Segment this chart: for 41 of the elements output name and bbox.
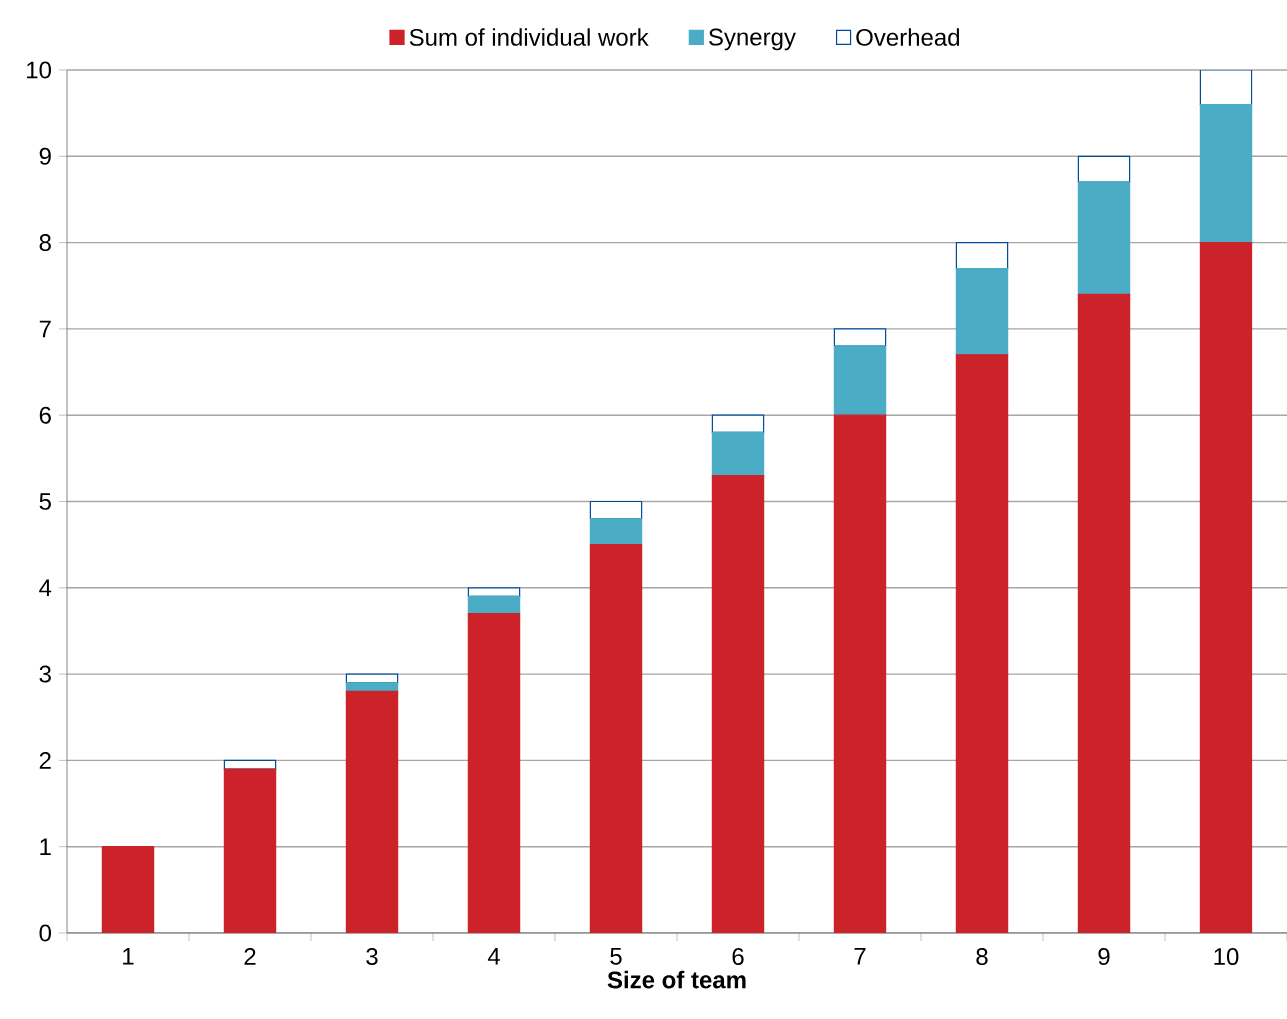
- bar: [833, 345, 887, 416]
- bar: [467, 587, 521, 598]
- y-tick-label: 2: [39, 752, 51, 769]
- bar: [467, 595, 521, 615]
- bar: [1077, 181, 1131, 295]
- y-tick-label: 8: [39, 234, 51, 252]
- x-tick-label: 5: [610, 948, 622, 965]
- x-tick-label: 1: [123, 948, 134, 965]
- y-tick-label: 6: [39, 406, 51, 424]
- bar: [345, 673, 399, 684]
- x-tick-label: 3: [366, 948, 378, 966]
- y-tick-label: 4: [39, 579, 52, 597]
- bar: [955, 267, 1009, 356]
- legend-label: Sum of individual work: [409, 28, 649, 46]
- x-tick-label: 4: [487, 948, 500, 965]
- bar: [1199, 70, 1253, 106]
- x-tick-label: 6: [732, 948, 744, 966]
- legend-label: Synergy: [709, 28, 796, 51]
- legend-label: Overhead: [856, 28, 960, 46]
- x-tick-label: 7: [854, 948, 866, 965]
- x-tick-label: 9: [1098, 948, 1110, 966]
- bar: [345, 682, 399, 692]
- x-tick-label: 8: [976, 948, 988, 966]
- y-tick-label: 1: [40, 838, 51, 855]
- y-tick-label: 0: [39, 924, 52, 942]
- y-tick-label: 7: [39, 320, 51, 338]
- x-tick-label: 10: [1214, 948, 1239, 966]
- x-tick-label: 2: [244, 948, 256, 965]
- y-tick-label: 5: [39, 493, 51, 510]
- y-tick-label: 10: [27, 61, 51, 79]
- bar: [589, 518, 643, 546]
- bar: [711, 431, 765, 477]
- x-axis-title: Size of team: [607, 970, 746, 989]
- bar: [833, 328, 887, 347]
- bar: [1199, 103, 1253, 244]
- bar: [711, 414, 765, 434]
- y-tick-label: 3: [39, 665, 51, 683]
- bar: [589, 500, 643, 520]
- bar: [1077, 155, 1131, 183]
- y-tick-label: 9: [39, 147, 51, 165]
- bar: [955, 242, 1009, 270]
